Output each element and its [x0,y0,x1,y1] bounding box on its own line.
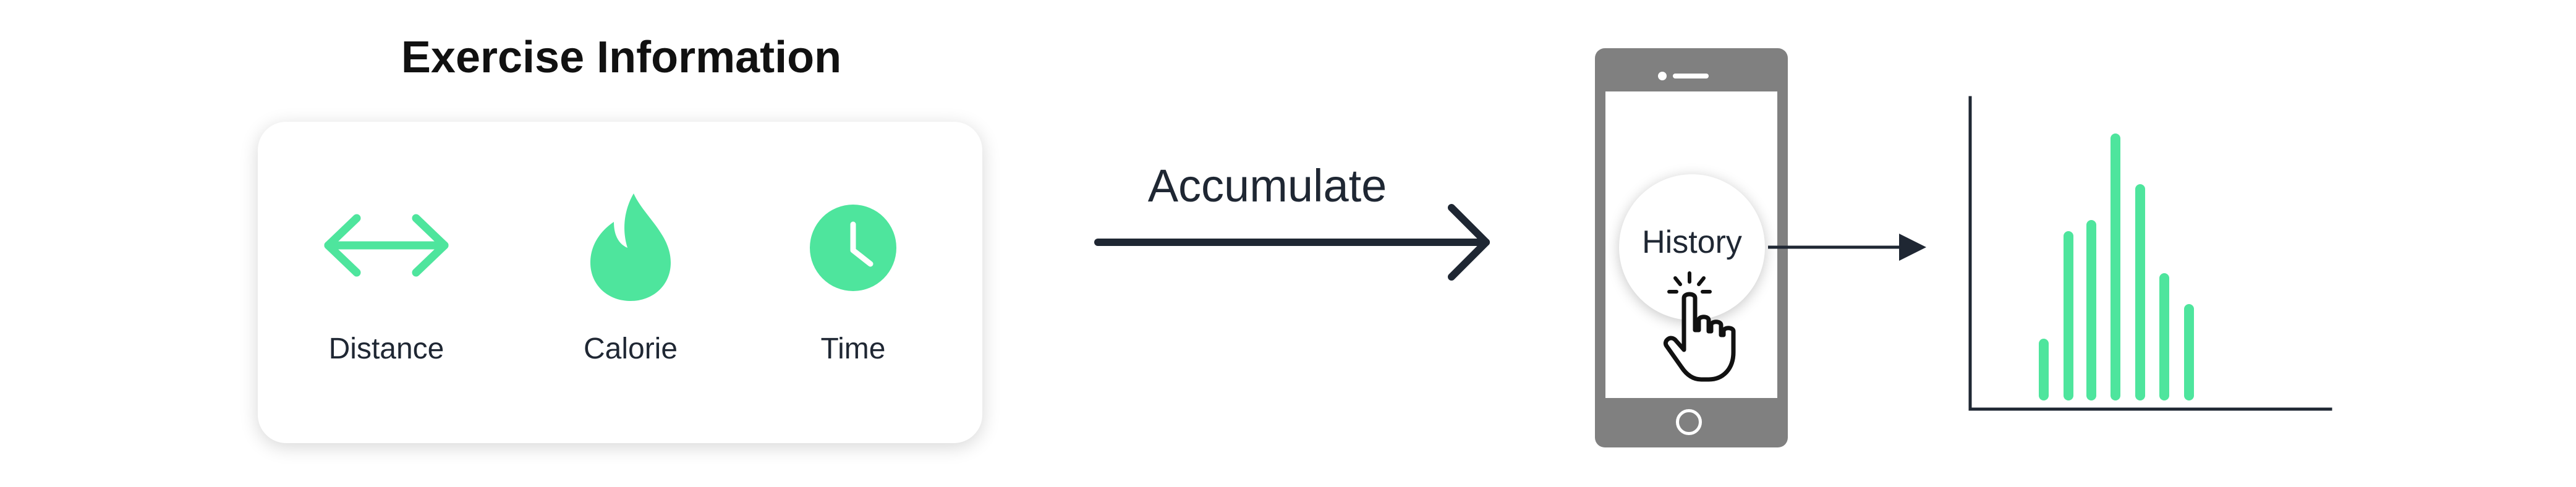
metric-label-calorie: Calorie [583,332,678,365]
metric-distance: Distance [294,208,479,369]
history-label: History [1642,224,1742,260]
double-arrow-icon [324,214,449,277]
metric-label-time: Time [820,332,886,365]
exercise-info-card: Distance Calorie Time [258,122,982,443]
phone-home-button [1676,409,1702,435]
exercise-info-title: Exercise Information [401,33,842,82]
metric-calorie: Calorie [538,191,723,369]
metric-label-distance: Distance [328,332,444,365]
phone-camera [1658,72,1667,80]
flame-icon [590,193,671,301]
accumulate-arrow [1094,204,1490,281]
phone-speaker [1673,74,1709,78]
history-bar-graph [1968,96,2332,411]
tap-hand-icon [1664,271,1736,382]
graph-bars [2039,133,2194,400]
accumulate-label: Accumulate [1147,160,1387,211]
metric-time: Time [760,203,946,369]
clock-icon [810,205,896,291]
graph-axes [1968,96,2332,411]
history-arrow [1768,234,1926,261]
